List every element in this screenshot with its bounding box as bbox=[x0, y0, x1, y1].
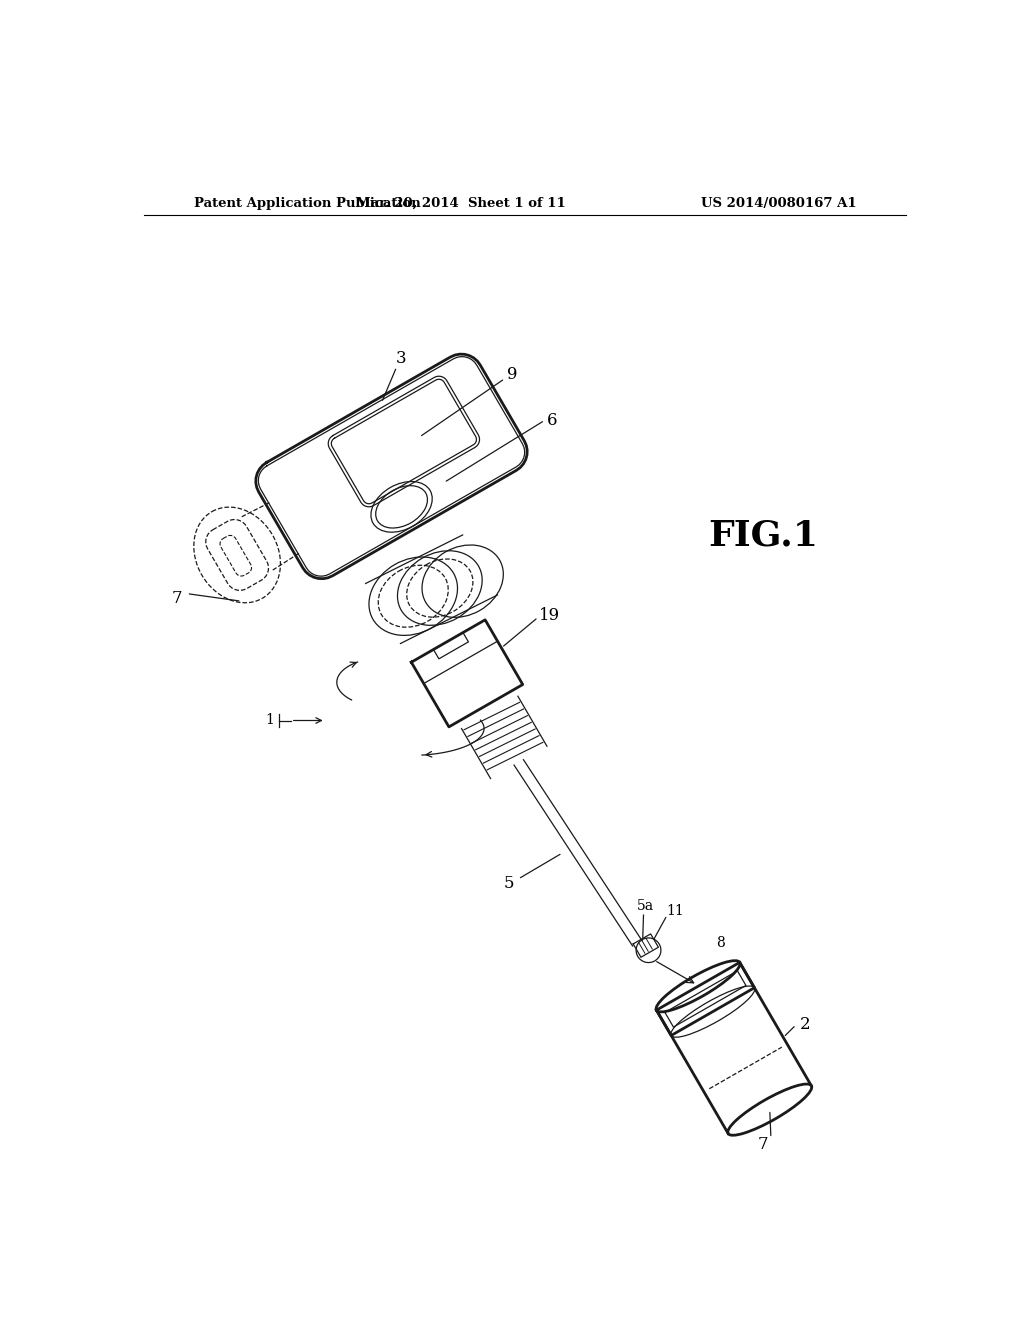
Text: 11: 11 bbox=[666, 904, 684, 919]
Text: 1: 1 bbox=[265, 714, 274, 727]
Text: 9: 9 bbox=[508, 366, 518, 383]
Text: 6: 6 bbox=[548, 412, 558, 429]
Text: US 2014/0080167 A1: US 2014/0080167 A1 bbox=[700, 197, 856, 210]
Text: Mar. 20, 2014  Sheet 1 of 11: Mar. 20, 2014 Sheet 1 of 11 bbox=[356, 197, 566, 210]
Text: 7: 7 bbox=[758, 1137, 768, 1154]
Text: FIG.1: FIG.1 bbox=[709, 519, 818, 553]
Text: 2: 2 bbox=[800, 1016, 811, 1034]
Text: Patent Application Publication: Patent Application Publication bbox=[194, 197, 421, 210]
Text: 19: 19 bbox=[540, 607, 560, 624]
Text: 5a: 5a bbox=[637, 899, 653, 913]
Text: 5: 5 bbox=[504, 875, 514, 892]
Text: 7: 7 bbox=[172, 590, 182, 607]
Text: 3: 3 bbox=[395, 350, 406, 367]
Text: 8: 8 bbox=[716, 936, 725, 950]
